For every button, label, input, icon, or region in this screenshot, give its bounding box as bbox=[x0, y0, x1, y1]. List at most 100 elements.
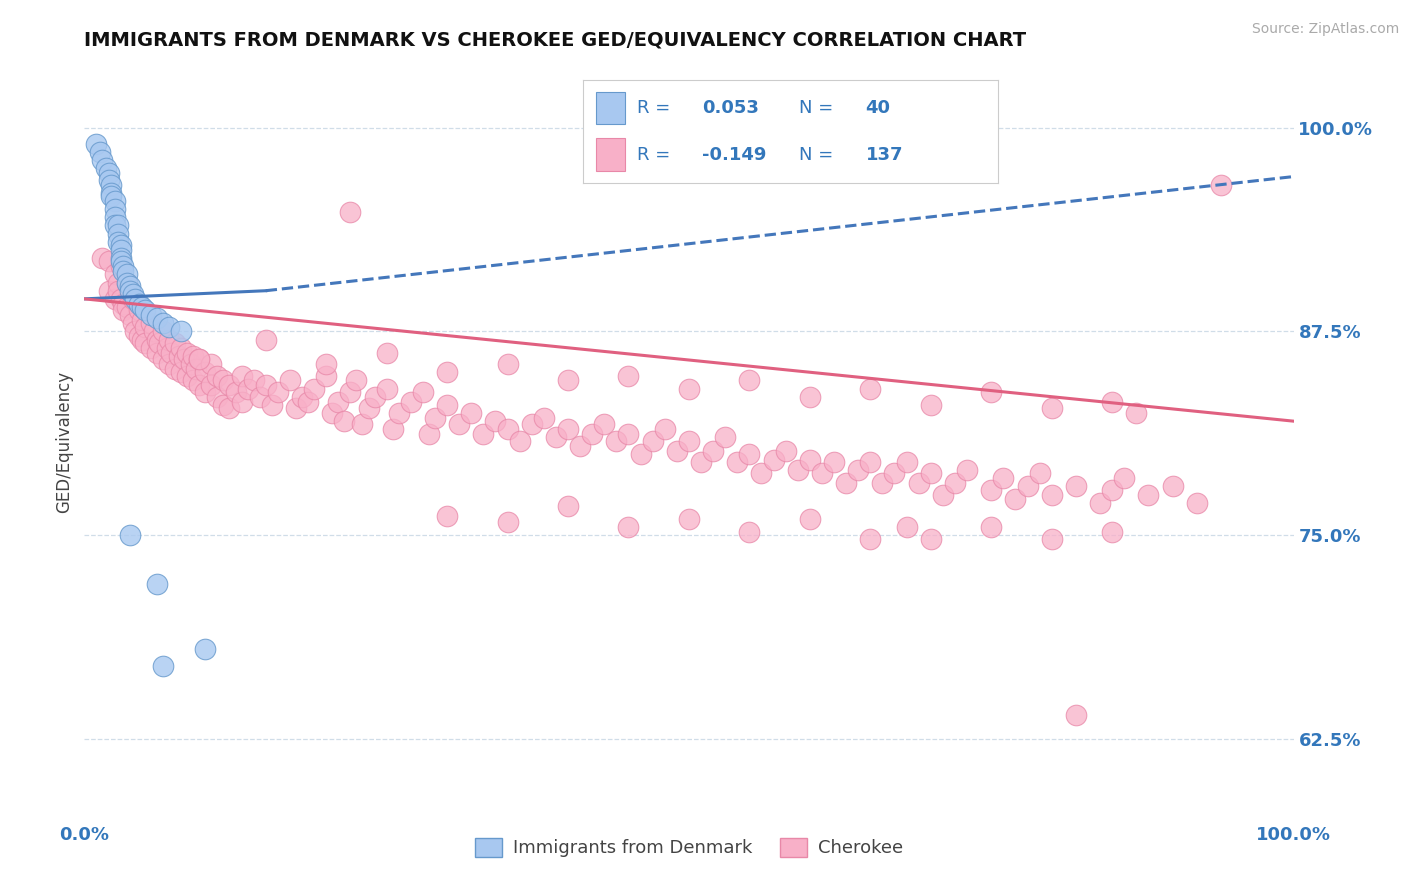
Point bbox=[134, 303, 156, 318]
Point bbox=[775, 443, 797, 458]
Point bbox=[823, 455, 845, 469]
Point bbox=[128, 303, 150, 318]
Point bbox=[104, 292, 127, 306]
Point bbox=[346, 373, 368, 387]
Point bbox=[124, 292, 146, 306]
Point bbox=[859, 455, 882, 469]
Point bbox=[333, 414, 356, 428]
Point bbox=[120, 528, 142, 542]
Point bbox=[617, 368, 640, 383]
Point bbox=[180, 357, 202, 371]
Point bbox=[762, 453, 785, 467]
Text: R =: R = bbox=[637, 100, 676, 118]
Text: N =: N = bbox=[799, 100, 839, 118]
Point bbox=[980, 483, 1002, 497]
Point bbox=[165, 362, 187, 376]
Point bbox=[200, 378, 222, 392]
Point bbox=[321, 406, 343, 420]
Point bbox=[152, 325, 174, 339]
Point bbox=[218, 401, 240, 416]
Point bbox=[157, 357, 180, 371]
Point bbox=[1125, 406, 1147, 420]
Point bbox=[110, 238, 132, 252]
Point bbox=[799, 453, 821, 467]
Point bbox=[846, 463, 869, 477]
FancyBboxPatch shape bbox=[596, 137, 624, 170]
Point bbox=[100, 178, 122, 192]
Point bbox=[207, 368, 229, 383]
Text: N =: N = bbox=[799, 145, 839, 163]
Point bbox=[1017, 479, 1039, 493]
Point bbox=[284, 401, 308, 416]
Point bbox=[1185, 496, 1208, 510]
Point bbox=[139, 341, 162, 355]
Point bbox=[267, 384, 290, 399]
Legend: Immigrants from Denmark, Cherokee: Immigrants from Denmark, Cherokee bbox=[468, 830, 910, 864]
Point bbox=[110, 292, 132, 306]
Point bbox=[702, 443, 724, 458]
Point bbox=[254, 378, 277, 392]
Point bbox=[115, 276, 138, 290]
Point bbox=[225, 384, 247, 399]
Point bbox=[194, 384, 217, 399]
Text: 137: 137 bbox=[866, 145, 903, 163]
Point bbox=[194, 642, 217, 657]
Point bbox=[100, 189, 122, 203]
Point bbox=[920, 398, 942, 412]
Point bbox=[148, 335, 170, 350]
Point bbox=[751, 467, 773, 481]
Point bbox=[557, 422, 579, 436]
Point bbox=[89, 145, 111, 160]
Text: Source: ZipAtlas.com: Source: ZipAtlas.com bbox=[1251, 22, 1399, 37]
Point bbox=[121, 316, 143, 330]
Point bbox=[176, 345, 198, 359]
Point bbox=[115, 300, 138, 314]
Point bbox=[375, 382, 398, 396]
Point bbox=[207, 390, 229, 404]
Text: IMMIGRANTS FROM DENMARK VS CHEROKEE GED/EQUIVALENCY CORRELATION CHART: IMMIGRANTS FROM DENMARK VS CHEROKEE GED/… bbox=[84, 30, 1026, 50]
Point bbox=[155, 341, 177, 355]
Point bbox=[472, 427, 495, 442]
Point bbox=[152, 658, 174, 673]
Point bbox=[835, 476, 858, 491]
Point bbox=[738, 373, 761, 387]
Point bbox=[278, 373, 301, 387]
Point bbox=[328, 394, 350, 409]
Point bbox=[100, 186, 122, 200]
Point bbox=[152, 352, 174, 367]
Point bbox=[436, 398, 458, 412]
Point bbox=[242, 373, 264, 387]
Point bbox=[617, 520, 640, 534]
Point bbox=[110, 259, 132, 273]
Point bbox=[176, 368, 198, 383]
Point bbox=[1088, 496, 1111, 510]
Point bbox=[896, 455, 918, 469]
Point bbox=[1064, 479, 1087, 493]
Point bbox=[291, 390, 314, 404]
Point bbox=[932, 487, 955, 501]
Y-axis label: GED/Equivalency: GED/Equivalency bbox=[55, 370, 73, 513]
Point bbox=[124, 325, 146, 339]
Point bbox=[188, 352, 211, 367]
Point bbox=[412, 384, 434, 399]
Point bbox=[678, 434, 700, 448]
Point bbox=[91, 251, 114, 265]
Point bbox=[315, 368, 337, 383]
Point bbox=[97, 173, 120, 187]
Point bbox=[170, 341, 193, 355]
Point bbox=[569, 439, 592, 453]
Point bbox=[496, 422, 519, 436]
Text: 40: 40 bbox=[866, 100, 890, 118]
Point bbox=[315, 357, 337, 371]
Point bbox=[363, 390, 385, 404]
Text: 0.053: 0.053 bbox=[702, 100, 759, 118]
Point bbox=[449, 417, 471, 432]
Point bbox=[1101, 394, 1123, 409]
Point bbox=[157, 333, 180, 347]
Point bbox=[121, 287, 143, 301]
Point bbox=[157, 319, 180, 334]
Point bbox=[181, 373, 204, 387]
Point bbox=[872, 476, 894, 491]
Point bbox=[375, 345, 398, 359]
Point bbox=[1064, 707, 1087, 722]
